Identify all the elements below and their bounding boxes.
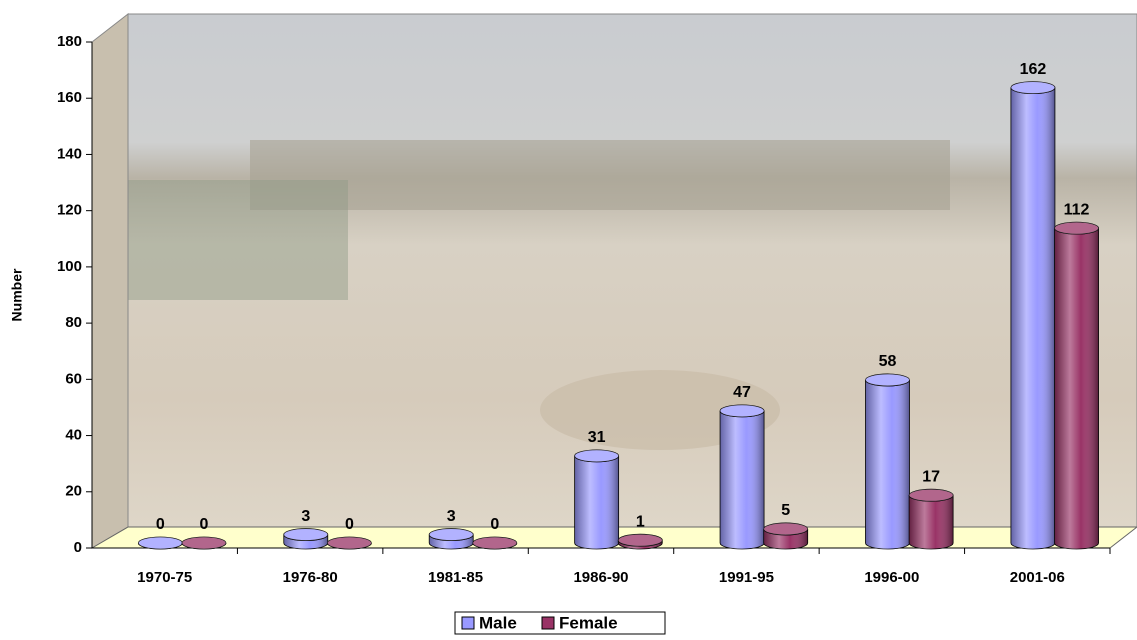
value-label: 0	[345, 516, 354, 533]
bar-shade	[720, 411, 764, 549]
value-label: 0	[200, 516, 209, 533]
bar-top-highlight	[909, 489, 953, 501]
value-label: 5	[781, 502, 790, 519]
bar-shade	[909, 495, 953, 549]
legend-swatch	[462, 617, 474, 629]
y-tick-label: 100	[57, 258, 82, 275]
value-label: 0	[490, 516, 499, 533]
bar-top-highlight	[327, 537, 371, 549]
value-label: 1	[636, 513, 645, 530]
y-tick-label: 160	[57, 89, 82, 106]
chart: Number MaleFemale 0204060801001201401601…	[0, 0, 1137, 635]
y-tick-label: 180	[57, 33, 82, 50]
y-tick-label: 60	[65, 370, 82, 387]
bar-top-highlight	[473, 537, 517, 549]
y-tick-label: 20	[65, 483, 82, 500]
bar-top-highlight	[720, 405, 764, 417]
bar-top-highlight	[138, 537, 182, 549]
bar-top-highlight	[1055, 222, 1099, 234]
y-tick-label: 140	[57, 145, 82, 162]
value-label: 162	[1020, 61, 1047, 78]
x-tick-label: 1981-85	[428, 569, 483, 586]
bar-top-highlight	[618, 534, 662, 546]
bar-shade	[1055, 228, 1099, 549]
x-tick-label: 1986-90	[573, 569, 628, 586]
legend: Male Female	[455, 612, 665, 634]
value-label: 58	[879, 353, 897, 370]
value-label: 112	[1064, 201, 1090, 218]
value-label: 0	[156, 516, 165, 533]
x-tick-label: 1976-80	[283, 569, 338, 586]
y-tick-label: 120	[57, 202, 82, 219]
bar-shade	[1011, 88, 1055, 549]
y-tick-label: 80	[65, 314, 82, 331]
bar-top-highlight	[182, 537, 226, 549]
bar-top-highlight	[284, 529, 328, 541]
value-label: 3	[447, 508, 456, 525]
bar-top-highlight	[1011, 82, 1055, 94]
legend-swatch	[542, 617, 554, 629]
y-axis-label: Number	[9, 268, 25, 321]
legend-label: Male	[479, 613, 517, 632]
y-tick-label: 0	[74, 539, 82, 556]
legend-label: Female	[559, 613, 618, 632]
x-tick-label: 1970-75	[137, 569, 192, 586]
bar-top-highlight	[575, 450, 619, 462]
value-label: 47	[733, 384, 751, 401]
bar-shade	[865, 380, 909, 549]
bar-top-highlight	[764, 523, 808, 535]
x-tick-label: 1991-95	[719, 569, 774, 586]
y-tick-label: 40	[65, 427, 82, 444]
x-tick-label: 1996-00	[864, 569, 919, 586]
value-label: 17	[922, 468, 940, 485]
x-tick-label: 2001-06	[1010, 569, 1065, 586]
bar-top-highlight	[429, 529, 473, 541]
value-label: 3	[301, 508, 310, 525]
bar-shade	[575, 456, 619, 549]
value-label: 31	[588, 429, 606, 446]
bar-top-highlight	[865, 374, 909, 386]
